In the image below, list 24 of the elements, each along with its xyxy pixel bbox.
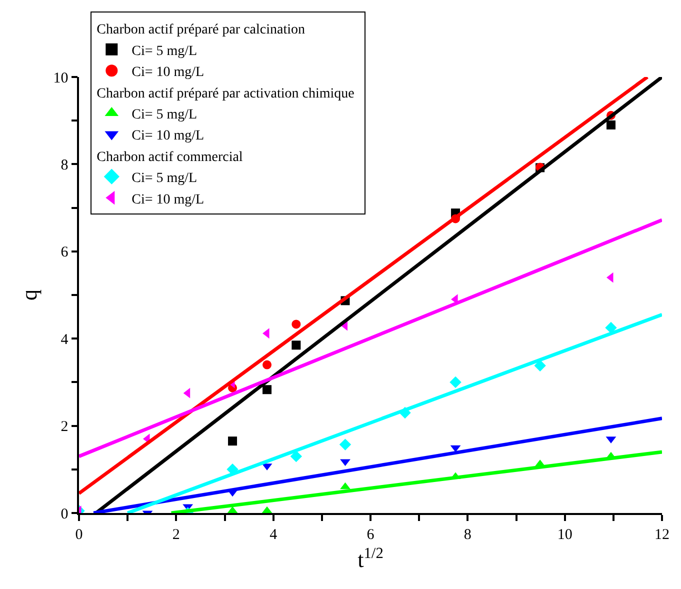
- x-tick-label: 2: [172, 526, 180, 543]
- x-tick-label: 10: [557, 526, 572, 543]
- x-tick-label: 8: [464, 526, 472, 543]
- legend-label: Ci= 10 mg/L: [132, 65, 204, 80]
- annotation: Charbon actif commercial: [96, 150, 243, 165]
- y-tick-label: 8: [60, 157, 68, 174]
- legend-label: Ci= 10 mg/L: [132, 192, 204, 208]
- legend-label: Ci= 5 mg/L: [132, 44, 198, 59]
- y-tick-label: 2: [60, 419, 68, 436]
- x-tick-label: 12: [654, 526, 670, 543]
- y-tick-label: 6: [60, 244, 69, 261]
- y-tick-label: 4: [60, 332, 69, 348]
- x-axis-title: t$^{1/2}$: [358, 544, 384, 572]
- legend-label: Ci= 10 mg/L: [132, 128, 204, 144]
- legend-label: Ci= 5 mg/L: [132, 107, 198, 122]
- x-tick-label: 0: [75, 526, 83, 543]
- text: Charbon actif préparé par calcination: [96, 22, 306, 38]
- x-tick-label: 6: [366, 526, 375, 543]
- y-tick-label: 10: [53, 70, 68, 86]
- x-tick-label: 4: [270, 526, 278, 543]
- y-tick-label: 0: [60, 506, 68, 522]
- annotation: Charbon actif préparé par activation chimique: [96, 86, 354, 102]
- y-axis-title: q: [16, 290, 42, 300]
- legend-label: Ci= 5 mg/L: [132, 171, 198, 186]
